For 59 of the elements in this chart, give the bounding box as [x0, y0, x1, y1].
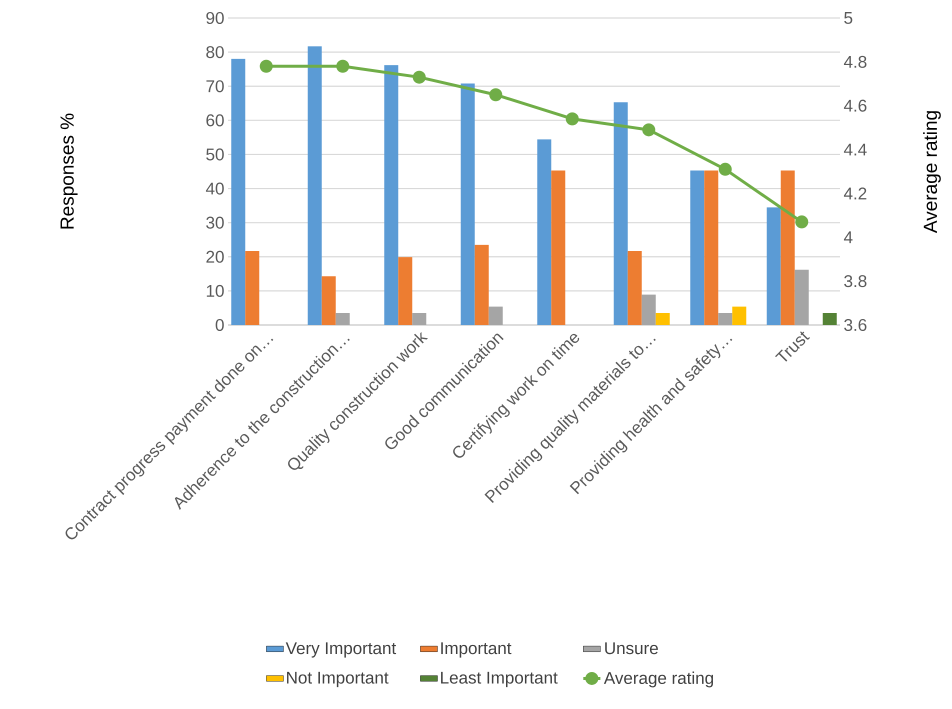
y-axis-title: Responses % — [60, 114, 78, 229]
y-tick-label: 10 — [206, 284, 224, 297]
y-tick-label: 60 — [206, 114, 224, 126]
bar — [551, 170, 566, 325]
bar — [780, 170, 795, 325]
y-tick-label: 20 — [206, 250, 224, 263]
y-tick-label: 90 — [206, 12, 224, 24]
point — [336, 60, 350, 73]
point — [566, 112, 579, 126]
y-tick-label: 40 — [206, 182, 224, 195]
y-tick-label: 80 — [206, 46, 224, 58]
bar — [656, 313, 670, 325]
point — [412, 70, 426, 84]
bar — [460, 83, 475, 325]
point — [642, 123, 656, 136]
bar — [474, 244, 489, 325]
bar — [690, 170, 704, 325]
legend-label: Least Important — [441, 672, 558, 688]
bar — [537, 139, 552, 325]
bar — [231, 58, 246, 325]
point — [718, 162, 732, 176]
bar — [822, 313, 837, 325]
point — [795, 215, 808, 228]
bar — [766, 207, 781, 325]
y-tick-label: 70 — [206, 80, 224, 92]
y-tick-label: 0 — [216, 318, 224, 332]
legend-label: Not Important — [287, 672, 388, 688]
legend-label: Important — [441, 642, 512, 658]
y2-tick-label: 4.6 — [844, 100, 866, 112]
bar — [732, 306, 746, 325]
bar — [308, 46, 322, 325]
bar — [794, 270, 809, 325]
bar — [384, 65, 398, 325]
bar — [336, 313, 350, 325]
legend-label: Very Important — [286, 642, 396, 658]
bar — [488, 306, 503, 325]
bar — [245, 250, 260, 325]
bar — [704, 170, 718, 325]
bar — [718, 313, 732, 325]
y2-tick-label: 4.4 — [844, 144, 867, 156]
y-tick-label: 30 — [206, 216, 224, 229]
point — [260, 60, 273, 73]
legend-label: Unsure — [605, 642, 658, 654]
y2-tick-label: 5 — [844, 12, 852, 24]
bar — [628, 250, 642, 325]
bar — [614, 102, 628, 325]
legend-label: Average rating — [604, 672, 714, 688]
y2-axis-title: Average rating — [923, 111, 941, 234]
y-tick-label: 50 — [206, 148, 224, 160]
y2-tick-label: 4.2 — [844, 187, 866, 200]
bar — [412, 313, 426, 325]
bar — [398, 257, 412, 325]
bar — [322, 276, 336, 325]
y2-tick-label: 3.6 — [844, 318, 866, 332]
bar — [642, 294, 656, 325]
y2-tick-label: 3.8 — [844, 275, 866, 288]
point — [489, 88, 502, 102]
y2-tick-label: 4 — [844, 231, 852, 244]
y2-tick-label: 4.8 — [844, 56, 866, 68]
